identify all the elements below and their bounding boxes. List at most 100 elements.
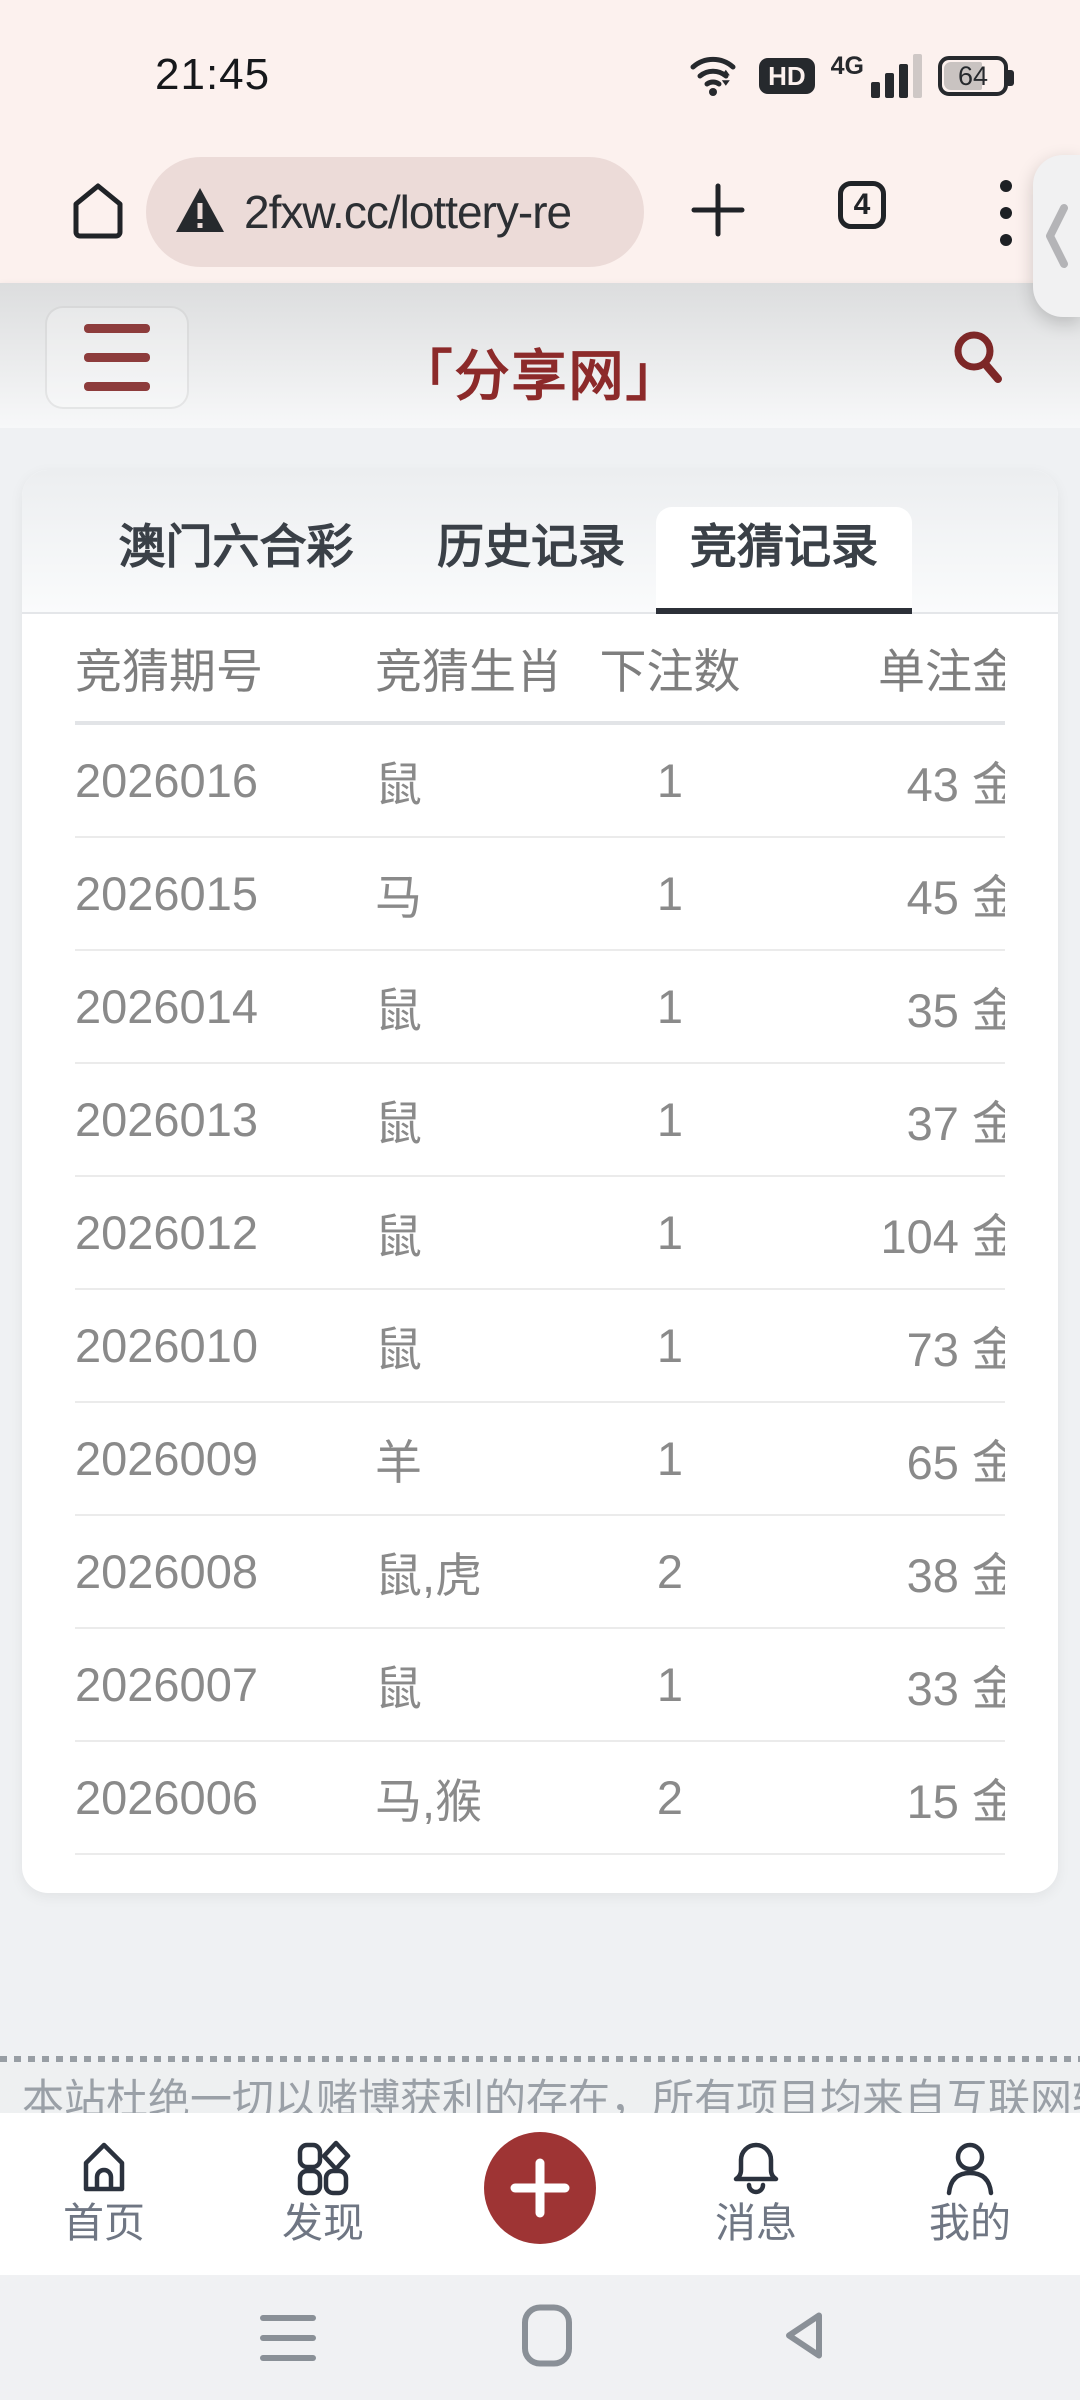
- table-header-row: 竞猜期号 竞猜生肖 下注数 单注金: [75, 614, 1005, 725]
- discover-icon: [292, 2113, 354, 2199]
- cell-amount: 104 金: [880, 1210, 1005, 1263]
- records-card: 澳门六合彩 历史记录 竞猜记录 竞猜期号 竞猜生肖 下注数 单注金 202601…: [22, 470, 1058, 1893]
- overflow-menu-icon[interactable]: [1000, 180, 1012, 246]
- back-icon[interactable]: [775, 2305, 835, 2370]
- nav-label: 发现: [282, 2200, 364, 2246]
- col-header-bets: 下注数: [599, 645, 741, 698]
- disclaimer-text: 本站杜绝一切以赌博获利的存在，所有项目均来自互联网转载，收: [0, 2062, 1080, 2113]
- nav-item-profile[interactable]: 我的: [890, 2113, 1050, 2275]
- nav-label: 我的: [929, 2200, 1011, 2246]
- col-header-period: 竞猜期号: [75, 645, 263, 698]
- cell-amount: 73 金: [906, 1323, 1005, 1376]
- cell-amount: 15 金: [906, 1775, 1005, 1828]
- edge-sidebar-handle[interactable]: [1033, 155, 1080, 317]
- table-row: 2026008 鼠,虎 2 38 金: [75, 1516, 1005, 1629]
- nav-item-home[interactable]: 首页: [24, 2113, 184, 2275]
- recents-icon[interactable]: [260, 2314, 316, 2361]
- page-content: 澳门六合彩 历史记录 竞猜记录 竞猜期号 竞猜生肖 下注数 单注金 202601…: [0, 428, 1080, 2113]
- col-header-amount: 单注金: [878, 645, 1005, 698]
- home-icon: [73, 2113, 135, 2199]
- cell-bets: 1: [656, 1432, 684, 1485]
- cell-period: 2026013: [75, 1093, 258, 1146]
- cell-period: 2026015: [75, 867, 258, 920]
- cell-amount: 45 金: [906, 871, 1005, 924]
- cell-period: 2026006: [75, 1771, 258, 1824]
- cell-bets: 1: [656, 1658, 684, 1711]
- table-row: 2026014 鼠 1 35 金: [75, 951, 1005, 1064]
- tab-history[interactable]: 历史记录: [437, 519, 625, 573]
- cell-zodiac: 鼠,虎: [375, 1549, 483, 1602]
- nav-item-messages[interactable]: 消息: [676, 2113, 836, 2275]
- android-nav-bar: [0, 2275, 1080, 2400]
- cell-amount: 38 金: [906, 1549, 1005, 1602]
- tab-count: 4: [853, 188, 871, 221]
- table-row: 2026013 鼠 1 37 金: [75, 1064, 1005, 1177]
- cell-period: 2026012: [75, 1206, 258, 1259]
- cell-zodiac: 鼠: [375, 984, 422, 1037]
- cell-period: 2026007: [75, 1658, 258, 1711]
- cell-amount: 65 金: [906, 1436, 1005, 1489]
- cell-period: 2026008: [75, 1545, 258, 1598]
- cell-period: 2026009: [75, 1432, 258, 1485]
- nav-label: 首页: [63, 2200, 145, 2246]
- search-icon[interactable]: [948, 325, 1010, 392]
- cell-bets: 1: [656, 1319, 684, 1372]
- hamburger-menu-icon[interactable]: [45, 306, 189, 409]
- site-title: 「分享网」: [397, 345, 683, 407]
- android-home-icon[interactable]: [519, 2299, 575, 2376]
- site-header: 「分享网」: [0, 283, 1080, 428]
- warning-icon[interactable]: [174, 186, 226, 239]
- table-row: 2026009 羊 1 65 金: [75, 1403, 1005, 1516]
- cell-period: 2026010: [75, 1319, 258, 1372]
- bell-icon: [725, 2113, 787, 2199]
- table-row: 2026016 鼠 1 43 金: [75, 725, 1005, 838]
- cell-zodiac: 羊: [375, 1436, 422, 1489]
- cell-bets: 2: [656, 1771, 684, 1824]
- tab-counter[interactable]: 4: [838, 181, 886, 229]
- browser-toolbar: 2fxw.cc/lottery-re 4: [0, 140, 1080, 283]
- table-row: 2026007 鼠 1 33 金: [75, 1629, 1005, 1742]
- plus-icon: [510, 2158, 570, 2218]
- nav-item-discover[interactable]: 发现: [243, 2113, 403, 2275]
- cell-amount: 35 金: [906, 984, 1005, 1037]
- profile-icon: [939, 2113, 1001, 2199]
- bottom-nav: 首页 发现: [0, 2113, 1080, 2275]
- status-icons: HD 4G 64: [689, 51, 1014, 102]
- hd-badge: HD: [759, 58, 815, 94]
- cell-bets: 2: [656, 1545, 684, 1598]
- nav-label: 消息: [715, 2200, 797, 2246]
- tab-strip: 澳门六合彩 历史记录 竞猜记录: [22, 470, 1058, 614]
- battery-level: 64: [957, 60, 989, 91]
- cell-amount: 33 金: [906, 1662, 1005, 1715]
- battery-icon: 64: [938, 56, 1014, 96]
- url-bar[interactable]: 2fxw.cc/lottery-re: [146, 157, 644, 267]
- table-row: 2026015 马 1 45 金: [75, 838, 1005, 951]
- cell-zodiac: 鼠: [375, 1323, 422, 1376]
- active-tab-background: [656, 507, 912, 614]
- cell-amount: 43 金: [906, 758, 1005, 811]
- add-post-button[interactable]: [484, 2132, 596, 2244]
- cell-bets: 1: [656, 980, 684, 1033]
- signal-bars-icon: 4G: [831, 54, 922, 98]
- browser-home-icon[interactable]: [62, 174, 134, 251]
- wifi-icon: [689, 51, 743, 102]
- cell-zodiac: 马,猴: [375, 1775, 483, 1828]
- chevron-left-icon: [1045, 204, 1068, 268]
- network-type: 4G: [830, 52, 864, 80]
- cell-zodiac: 鼠: [375, 1097, 422, 1150]
- cell-bets: 1: [656, 1093, 684, 1146]
- new-tab-icon[interactable]: [686, 178, 750, 247]
- cell-zodiac: 鼠: [375, 1210, 422, 1263]
- tab-macau-lottery[interactable]: 澳门六合彩: [118, 519, 354, 573]
- cell-bets: 1: [656, 1206, 684, 1259]
- cell-zodiac: 马: [375, 871, 422, 924]
- cell-amount: 37 金: [906, 1097, 1005, 1150]
- cell-bets: 1: [656, 867, 684, 920]
- tab-guess-records[interactable]: 竞猜记录: [690, 519, 878, 573]
- table-row: 2026006 马,猴 2 15 金: [75, 1742, 1005, 1855]
- cell-bets: 1: [656, 754, 684, 807]
- dashed-divider: [0, 2056, 1080, 2062]
- col-header-zodiac: 竞猜生肖: [375, 645, 563, 698]
- cell-zodiac: 鼠: [375, 1662, 422, 1715]
